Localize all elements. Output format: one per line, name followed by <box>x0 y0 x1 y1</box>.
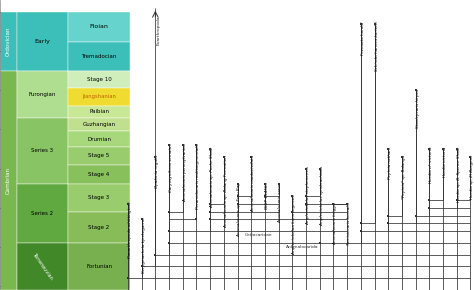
Text: Euarthropoda: Euarthropoda <box>157 16 161 45</box>
Text: Anomalocaris pennsylvanica: Anomalocaris pennsylvanica <box>183 143 187 202</box>
Bar <box>68 88 130 106</box>
Text: Guzhangian: Guzhangian <box>82 122 116 127</box>
Bar <box>68 12 130 42</box>
Text: Jiangshanian: Jiangshanian <box>82 95 116 99</box>
Text: Peramolocaris multisegmentalis: Peramolocaris multisegmentalis <box>196 143 201 209</box>
Text: Cambrian: Cambrian <box>6 167 11 194</box>
Bar <box>68 106 130 117</box>
Text: Series 2: Series 2 <box>31 211 54 216</box>
Text: Fezouata hurdid: Fezouata hurdid <box>361 21 365 55</box>
Text: Amplectobelus stephenensis: Amplectobelus stephenensis <box>306 166 310 225</box>
Text: Cetiocaridae: Cetiocaridae <box>244 233 272 237</box>
Bar <box>68 117 130 131</box>
Text: Tremadocian: Tremadocian <box>82 54 117 59</box>
Text: Hurdia victoria: Hurdia victoria <box>443 147 447 177</box>
Bar <box>68 70 130 88</box>
Text: Terreneuvian: Terreneuvian <box>31 252 54 281</box>
Text: Kerygmachela kjerkegarrdi: Kerygmachela kjerkegarrdi <box>142 218 146 273</box>
Text: Fortunian: Fortunian <box>86 264 112 269</box>
Bar <box>68 184 130 212</box>
Text: Hurdia cf. victoria: Hurdia cf. victoria <box>429 147 433 184</box>
Text: Anomalocaris sp. Balang Formation: Anomalocaris sp. Balang Formation <box>224 155 228 228</box>
Bar <box>17 70 68 117</box>
Text: Anomalocaris sp. Poche Shale: Anomalocaris sp. Poche Shale <box>210 147 214 208</box>
Text: Stage 10: Stage 10 <box>87 77 111 82</box>
Text: Tamisiocaris borealis: Tamisiocaris borealis <box>347 202 351 244</box>
Text: Anomalocarida: Anomalocarida <box>286 245 319 249</box>
Text: Anomalocaris saron: Anomalocaris saron <box>279 182 283 223</box>
Text: Furongian: Furongian <box>28 92 56 97</box>
Text: Early: Early <box>35 39 50 44</box>
Bar <box>68 212 130 243</box>
Bar <box>68 165 130 184</box>
Text: Stage 3: Stage 3 <box>89 195 109 200</box>
Bar <box>0 12 17 70</box>
Text: Stage 5: Stage 5 <box>89 153 109 158</box>
Text: Anomalocaris briggsi: Anomalocaris briggsi <box>333 202 337 245</box>
Text: Amplectobelua kunmingensis: Amplectobelua kunmingensis <box>292 194 296 255</box>
Text: Ordovician: Ordovician <box>6 26 11 56</box>
Text: Caryosynthros sematus: Caryosynthros sematus <box>169 143 173 192</box>
Text: "Peytoia" sp. Balanga: "Peytoia" sp. Balanga <box>402 155 406 199</box>
Text: Stage 2: Stage 2 <box>89 225 109 230</box>
Text: NIGP 154565: NIGP 154565 <box>265 182 269 209</box>
Text: Hurdia sp. El Burgess: Hurdia sp. El Burgess <box>471 155 474 199</box>
Bar <box>17 184 68 243</box>
Text: Anomalocaris sp. Emu Bay: Anomalocaris sp. Emu Bay <box>237 182 242 237</box>
Text: Opabinia regalis: Opabinia regalis <box>155 155 159 188</box>
Text: Drumian: Drumian <box>87 137 111 142</box>
Text: Hurdia sp. B. Spence Shale: Hurdia sp. B. Spence Shale <box>457 147 461 202</box>
Text: Stanleycaris hirpex: Stanleycaris hirpex <box>416 88 419 128</box>
Text: Series 3: Series 3 <box>31 148 54 153</box>
Text: Schinderhannes bartelsi: Schinderhannes bartelsi <box>374 21 379 71</box>
Bar <box>17 117 68 184</box>
Bar <box>68 131 130 147</box>
Text: Floian: Floian <box>90 24 109 29</box>
Bar <box>0 70 17 290</box>
Text: Peytoia nathani: Peytoia nathani <box>388 147 392 179</box>
Bar <box>17 12 68 70</box>
Text: Stage 4: Stage 4 <box>89 172 109 177</box>
Text: Paibian: Paibian <box>89 109 109 114</box>
Bar <box>17 243 68 290</box>
Text: Amplectobelus symbrachiata: Amplectobelus symbrachiata <box>320 166 324 226</box>
Text: Anomalocaris caudaetellata: Anomalocaris caudaetellata <box>251 155 255 212</box>
Bar <box>68 243 130 290</box>
Text: Panarthropoda whittingtoni: Panarthropoda whittingtoni <box>128 202 132 258</box>
Bar <box>68 147 130 165</box>
Bar <box>68 42 130 70</box>
